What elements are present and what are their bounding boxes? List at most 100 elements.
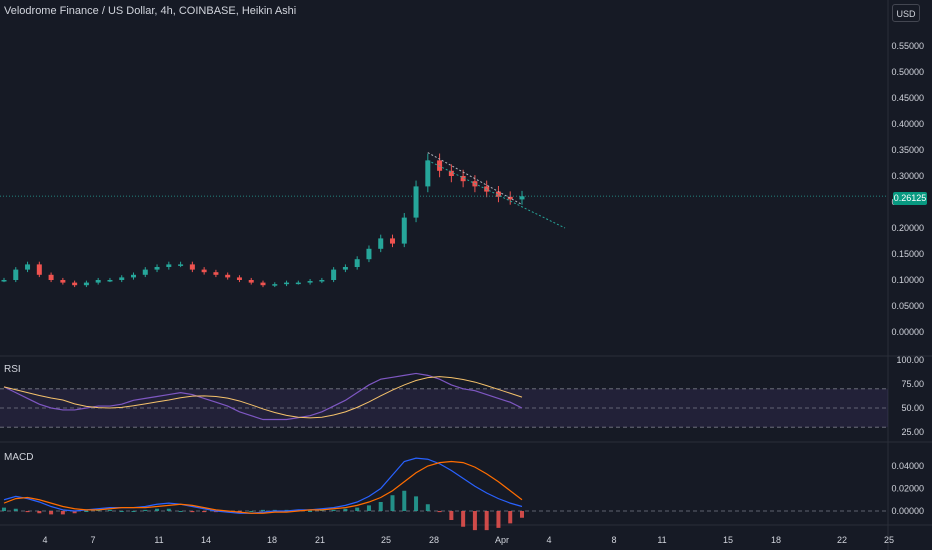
time-tick-label: 21: [315, 535, 325, 545]
candle-body: [36, 264, 42, 275]
macd-histogram-bar: [308, 511, 313, 512]
time-tick-label: 25: [381, 535, 391, 545]
macd-histogram-bar: [414, 496, 419, 511]
time-tick-label: 14: [201, 535, 211, 545]
macd-histogram-bar: [190, 511, 195, 513]
candle-body: [166, 264, 172, 267]
candle-body: [342, 267, 348, 270]
candle-body: [519, 196, 525, 200]
candle-body: [390, 238, 395, 244]
rsi-tick-label: 50.00: [901, 403, 924, 413]
candle-body: [131, 274, 136, 278]
macd-pane-label: MACD: [4, 452, 34, 463]
candle-body: [13, 269, 19, 280]
time-tick-label: 11: [154, 535, 163, 545]
chart-title: Velodrome Finance / US Dollar, 4h, COINB…: [4, 5, 297, 17]
candle-body: [366, 248, 372, 260]
macd-histogram-bar: [2, 507, 6, 511]
trendline-upper: [427, 152, 523, 206]
macd-tick-label: 0.00000: [891, 506, 924, 516]
candle-body: [72, 282, 78, 286]
candle-body: [507, 196, 513, 200]
candle-body: [425, 160, 431, 187]
rsi-line: [3, 372, 523, 421]
price-tick-label: 0.55000: [891, 41, 924, 51]
candle-body: [178, 264, 184, 266]
candle-body: [189, 264, 195, 270]
candle-body: [201, 269, 207, 273]
macd-histogram-bar: [143, 509, 148, 511]
time-tick-label: 4: [546, 535, 551, 545]
candle-body: [272, 284, 278, 286]
time-tick-label: 18: [267, 535, 277, 545]
macd-histogram-bar: [13, 508, 18, 511]
time-tick-label: 18: [771, 535, 781, 545]
price-tick-label: 0.00000: [891, 327, 924, 337]
time-tick-label: 7: [90, 535, 95, 545]
rsi-pane-label: RSI: [4, 364, 21, 375]
macd-histogram-bar: [520, 511, 524, 518]
rsi-tick-label: 100.00: [896, 355, 924, 365]
candle-body: [154, 267, 160, 270]
last-price-tag: 0.26125: [893, 192, 927, 205]
macd-histogram-bar: [166, 508, 171, 511]
candle-body: [25, 264, 31, 270]
macd-histogram-bar: [49, 511, 54, 515]
time-tick-label: Apr: [495, 535, 509, 545]
macd-histogram-bar: [25, 511, 30, 513]
candle-body: [437, 160, 443, 171]
macd-histogram-bar: [37, 511, 42, 514]
candle-body: [60, 280, 66, 283]
candle-body: [319, 280, 325, 282]
macd-histogram-bar: [84, 511, 89, 512]
candle-body: [107, 280, 113, 282]
candle-body: [83, 282, 89, 286]
time-tick-label: 25: [884, 535, 894, 545]
macd-histogram-bar: [119, 511, 124, 512]
macd-histogram-bar: [60, 511, 65, 515]
macd-histogram-bar: [366, 505, 371, 511]
price-tick-label: 0.45000: [891, 93, 924, 103]
macd-histogram-bar: [155, 508, 160, 511]
currency-button[interactable]: USD: [892, 4, 920, 22]
candle-body: [95, 280, 101, 283]
candle-body: [401, 217, 407, 244]
macd-histogram-bar: [178, 511, 183, 512]
macd-histogram-bar: [131, 511, 136, 512]
macd-histogram-bar: [425, 504, 430, 511]
macd-histogram-bar: [261, 509, 265, 511]
candle-body: [460, 176, 466, 182]
candle-body: [295, 282, 301, 285]
candle-body: [225, 274, 231, 278]
rsi-tick-label: 75.00: [901, 379, 924, 389]
candle-body: [142, 269, 148, 275]
price-tick-label: 0.15000: [891, 249, 924, 259]
macd-histogram-bar: [496, 511, 501, 528]
candle-body: [448, 170, 454, 176]
candle-body: [307, 281, 313, 283]
time-tick-label: 15: [723, 535, 733, 545]
time-tick-label: 11: [657, 535, 666, 545]
price-tick-label: 0.30000: [891, 171, 924, 181]
candle-body: [1, 280, 7, 282]
macd-histogram-bar: [249, 511, 254, 512]
macd-tick-label: 0.04000: [891, 461, 924, 471]
candle-body: [236, 277, 242, 280]
macd-histogram-bar: [378, 502, 383, 511]
macd-histogram-bar: [472, 511, 477, 531]
candle-body: [331, 269, 337, 280]
candle-body: [413, 186, 419, 218]
price-tick-label: 0.10000: [891, 275, 924, 285]
macd-histogram-bar: [449, 511, 454, 520]
candle-body: [213, 272, 219, 275]
macd-line: [3, 457, 523, 514]
candle-body: [284, 282, 290, 285]
macd-histogram-bar: [437, 511, 442, 513]
trendline-lower: [427, 159, 566, 229]
macd-histogram-bar: [72, 511, 77, 514]
time-tick-label: 28: [429, 535, 439, 545]
macd-tick-label: 0.02000: [891, 484, 924, 494]
macd-histogram-bar: [390, 495, 395, 511]
time-tick-label: 8: [611, 535, 616, 545]
